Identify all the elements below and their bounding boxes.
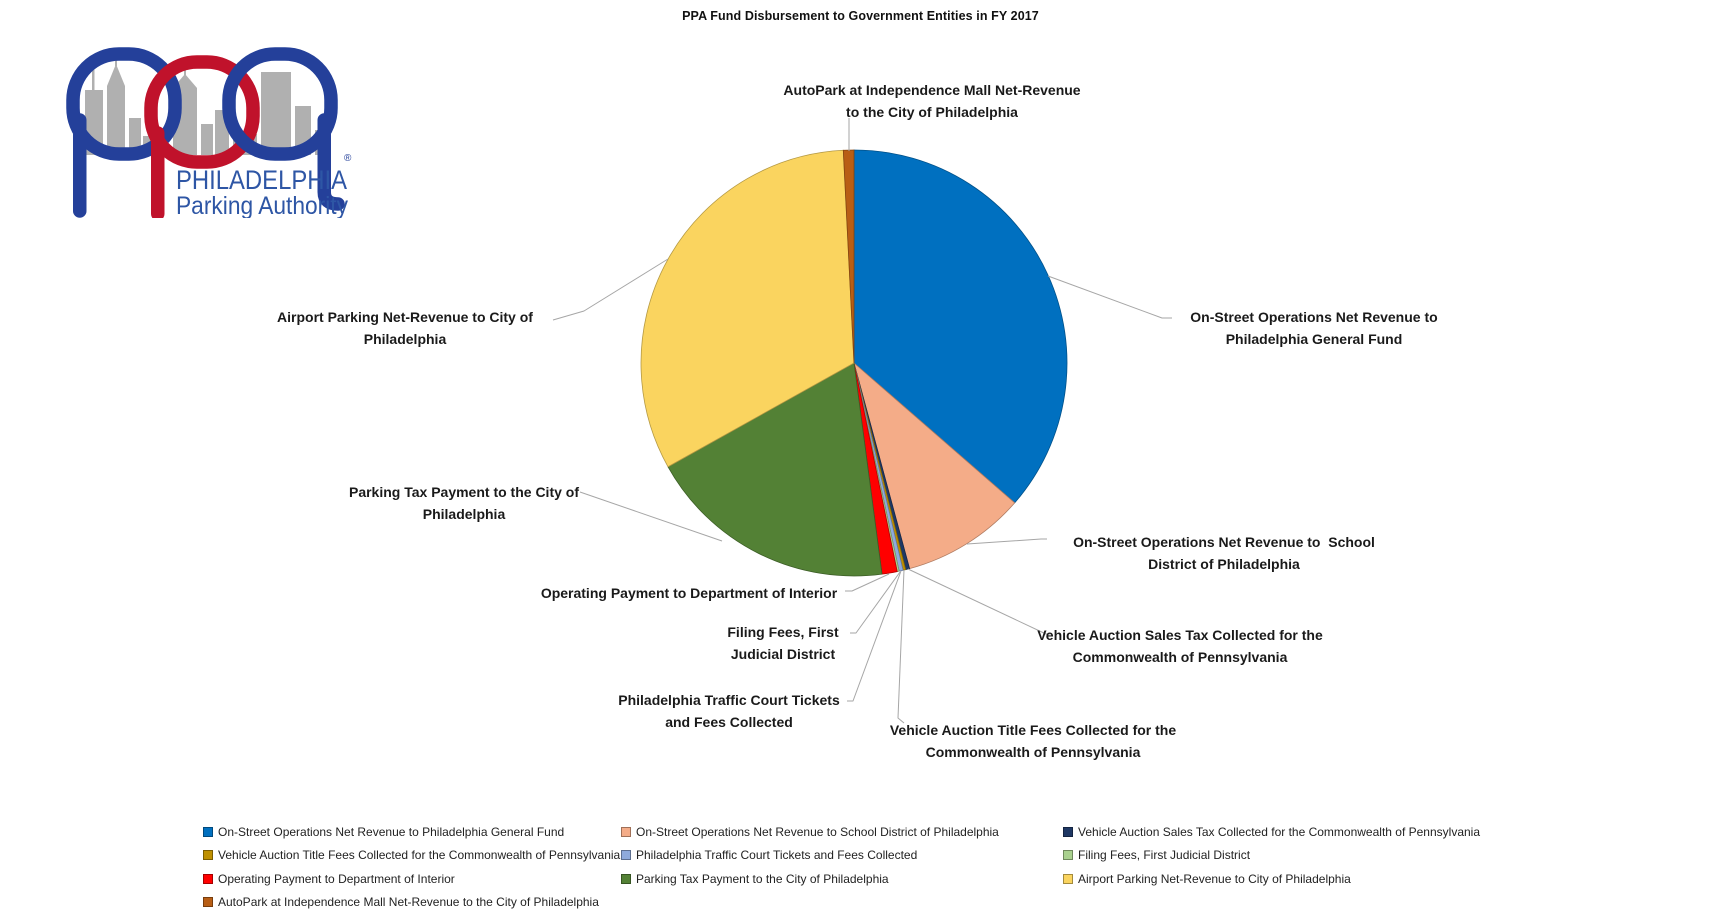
callout-label-line: Philadelphia General Fund (1225, 331, 1403, 347)
legend-label: Philadelphia Traffic Court Tickets and F… (636, 848, 918, 863)
ppa-loops (66, 47, 345, 221)
legend-label: AutoPark at Independence Mall Net-Revenu… (218, 894, 599, 909)
callout-label-line: Operating Payment to Department of Inter… (540, 585, 838, 601)
legend-item-5: Filing Fees, First Judicial District (1063, 848, 1250, 862)
legend-item-8: Airport Parking Net-Revenue to City of P… (1063, 872, 1351, 886)
pie-slice-1 (853, 361, 1016, 570)
callout-label-1: On-Street Operations Net Revenue to Scho… (964, 531, 1484, 575)
legend-swatch-icon (203, 896, 213, 907)
loop-red-middle (144, 55, 260, 221)
leader-line-3 (897, 569, 905, 724)
legend-label: On-Street Operations Net Revenue to Phil… (218, 825, 565, 839)
legend-item-6: Operating Payment to Department of Inter… (203, 872, 455, 886)
leader-line-0 (1047, 275, 1172, 319)
leader-line-2 (907, 568, 1052, 635)
legend-item-9: AutoPark at Independence Mall Net-Revenu… (203, 895, 599, 909)
callout-label-line: Philadelphia Traffic Court Tickets (618, 692, 840, 708)
legend-label: Parking Tax Payment to the City of Phila… (636, 871, 889, 886)
legend-label: On-Street Operations Net Revenue to Scho… (636, 825, 999, 839)
legend-swatch-icon (203, 850, 213, 861)
callout-label-line: Commonwealth of Pennsylvania (925, 744, 1141, 760)
callout-label-9: AutoPark at Independence Mall Net-Revenu… (672, 79, 1192, 123)
legend-item-4: Philadelphia Traffic Court Tickets and F… (621, 848, 917, 862)
leader-line-7 (579, 491, 723, 542)
logo-text-parking-authority: Parking Authority (176, 192, 348, 218)
legend-item-3: Vehicle Auction Title Fees Collected for… (203, 848, 620, 862)
leader-line-8 (552, 258, 669, 321)
callout-label-8: Airport Parking Net-Revenue to City of Ph… (145, 306, 665, 350)
pie-slice-7 (667, 362, 883, 577)
legend-swatch-icon (1063, 873, 1073, 884)
leader-line-5 (850, 571, 901, 634)
legend-swatch-icon (621, 827, 631, 837)
legend-label: Operating Payment to Department of Inter… (218, 871, 455, 886)
legend-item-1: On-Street Operations Net Revenue to Scho… (621, 825, 999, 839)
callout-label-4: Philadelphia Traffic Court Tickets and Fe… (469, 689, 989, 733)
leader-line-4 (847, 570, 902, 702)
callout-label-line: Airport Parking Net-Revenue to City of (277, 309, 533, 325)
callout-label-line: Vehicle Auction Title Fees Collected for… (889, 722, 1177, 738)
legend-item-2: Vehicle Auction Sales Tax Collected for … (1063, 825, 1480, 839)
callout-label-3: Vehicle Auction Title Fees Collected for… (773, 719, 1293, 763)
legend-item-0: On-Street Operations Net Revenue to Phil… (203, 825, 564, 839)
legend-item-7: Parking Tax Payment to the City of Phila… (621, 872, 889, 886)
callout-label-line: to the City of Philadelphia (846, 104, 1018, 120)
legend-label: Vehicle Auction Sales Tax Collected for … (1078, 825, 1481, 839)
pie-slice-8 (640, 149, 855, 468)
legend-label: Filing Fees, First Judicial District (1078, 848, 1251, 863)
loop-blue-right (222, 47, 345, 211)
legend-swatch-icon (203, 827, 213, 837)
legend-swatch-icon (621, 873, 631, 884)
callout-label-line: Philadelphia (422, 506, 506, 522)
legend-swatch-icon (1063, 827, 1073, 837)
pie-slice-0 (853, 149, 1068, 504)
callout-label-line: On-Street Operations Net Revenue to (1190, 309, 1438, 325)
callout-label-7: Parking Tax Payment to the City of Philad… (204, 481, 724, 525)
callout-label-line: AutoPark at Independence Mall Net-Revenu… (783, 82, 1081, 98)
legend-swatch-icon (203, 873, 213, 884)
chart-title: PPA Fund Disbursement to Government Enti… (682, 9, 1039, 23)
callout-label-line: Filing Fees, First (727, 624, 839, 640)
loop-blue-left (66, 47, 182, 218)
callout-label-5: Filing Fees, First Judicial District (523, 621, 1043, 665)
callout-label-line: and Fees Collected (665, 714, 793, 730)
logo-text-philadelphia: PHILADELPHIA (176, 165, 347, 195)
callout-label-2: Vehicle Auction Sales Tax Collected for … (920, 624, 1440, 668)
callout-label-line: Judicial District (730, 646, 836, 662)
callout-label-line: District of Philadelphia (1148, 556, 1300, 572)
legend-swatch-icon (1063, 850, 1073, 861)
callout-label-line: On-Street Operations Net Revenue to Scho… (1073, 534, 1375, 550)
ppa-logo: ® PHILADELPHIA Parking Authority (45, 28, 355, 221)
callout-label-line: Vehicle Auction Sales Tax Collected for … (1037, 627, 1323, 643)
callout-label-0: On-Street Operations Net Revenue to Phila… (1054, 306, 1574, 350)
ppa-logo-graphic: ® PHILADELPHIA Parking Authority (66, 47, 352, 221)
leader-line-6 (845, 573, 890, 592)
callout-label-line: Philadelphia (363, 331, 447, 347)
leader-line-1 (966, 538, 1047, 545)
legend-label: Vehicle Auction Title Fees Collected for… (218, 848, 621, 863)
callout-label-6: Operating Payment to Department of Inter… (429, 582, 949, 604)
registered-mark: ® (344, 153, 352, 164)
legend-swatch-icon (621, 850, 631, 861)
leader-lines (552, 118, 1172, 724)
legend-label: Airport Parking Net-Revenue to City of P… (1078, 871, 1351, 886)
callout-label-line: Commonwealth of Pennsylvania (1072, 649, 1288, 665)
callout-label-line: Parking Tax Payment to the City of (348, 484, 579, 500)
